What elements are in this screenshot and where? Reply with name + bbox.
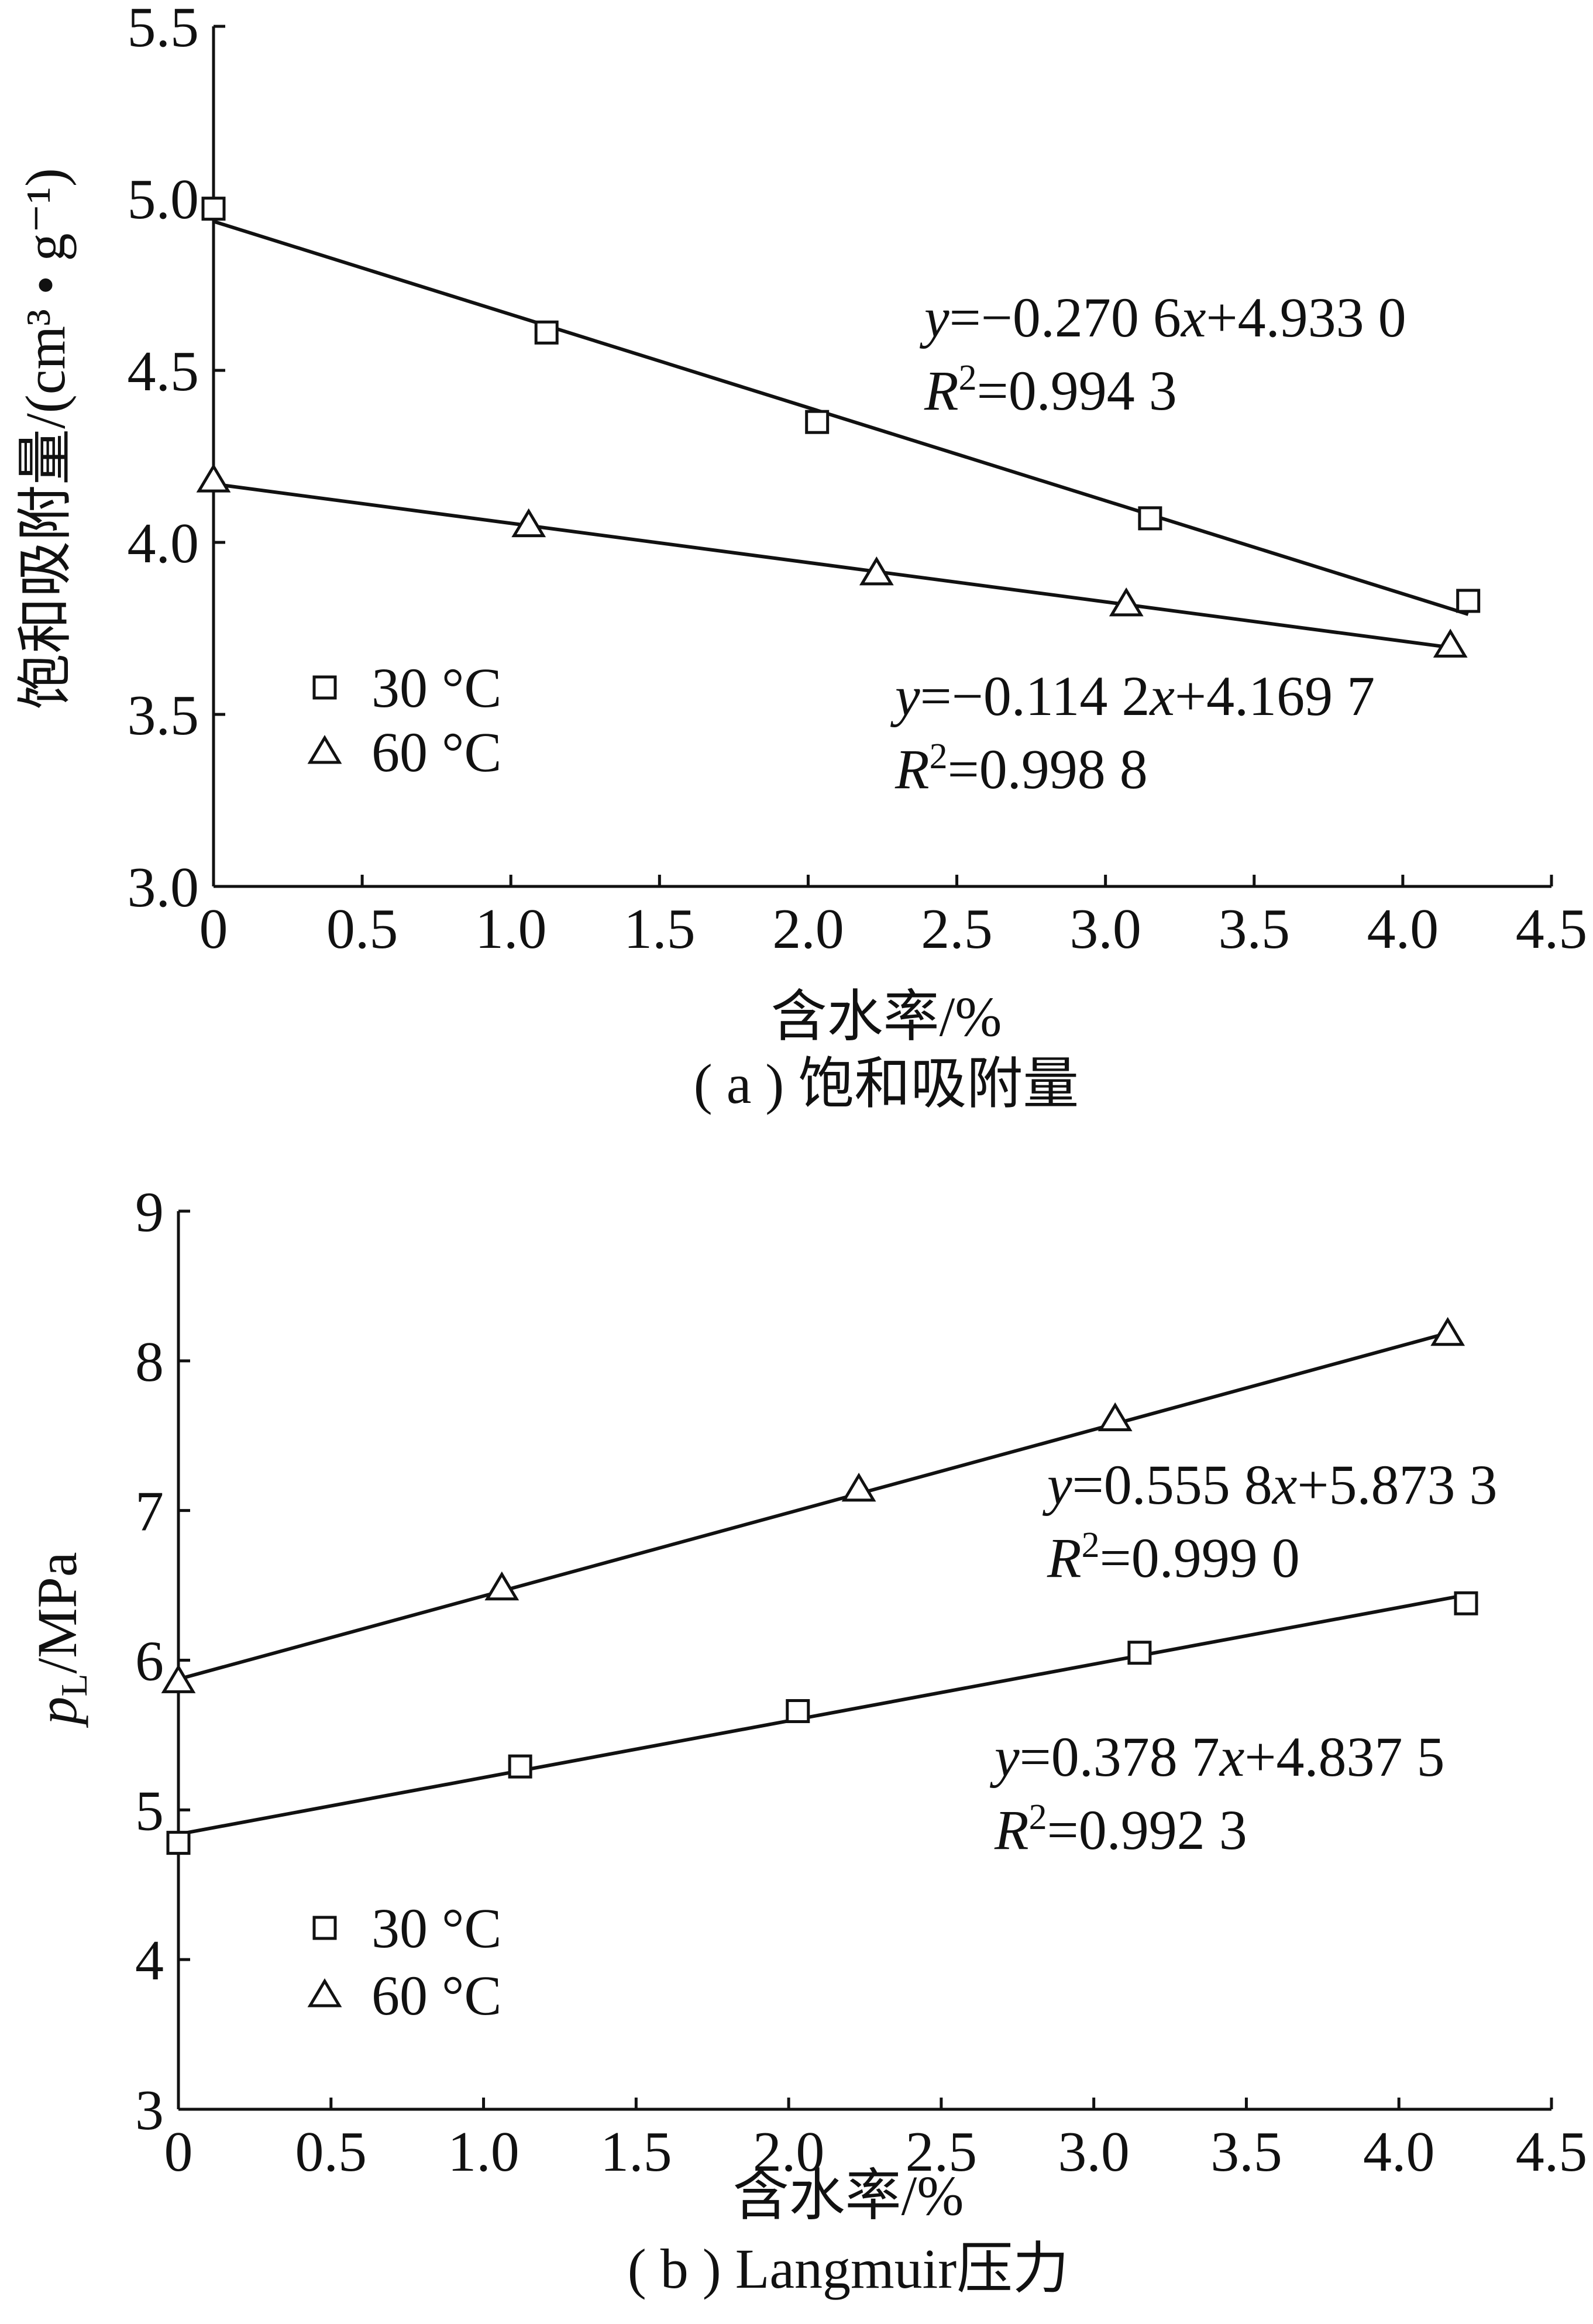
panel-b-fit-lines xyxy=(178,1331,1467,1836)
panel-a-ticks: 0 0.5 1.0 1.5 2.0 2.5 3.0 3.5 4.0 4.5 3.0 3.5 4.0 4.5… xyxy=(128,0,1588,961)
panel-a-y-tick-label: 5.5 xyxy=(128,0,199,59)
panel-b-point-series-1 xyxy=(1454,1591,1478,1615)
panel-a-fit-lines xyxy=(213,219,1469,649)
panel-b-fit-line-series-2 xyxy=(178,1331,1449,1681)
panel-b-ticks: 0 0.5 1.0 1.5 2.0 2.5 3.0 3.5 4.0 4.5 3 4 5 6 7 8 9 xyxy=(135,1181,1587,2184)
panel-b-x-tick-label: 2.0 xyxy=(753,2120,825,2184)
panel-a-x-tick-label: 4.0 xyxy=(1367,898,1439,961)
panel-a-point-series-1 xyxy=(534,320,559,345)
panel-b-langmuir-pressure: 0 0.5 1.0 1.5 2.0 2.5 3.0 3.5 4.0 4.5 3 4 5 6 7 8 9 30 °… xyxy=(26,1181,1587,2300)
panel-a-y-tick-label: 4.0 xyxy=(128,512,199,575)
panel-a-r2-series-1: R2=0.994 3 xyxy=(924,358,1177,422)
panel-b-x-tick-label: 1.0 xyxy=(448,2120,519,2184)
panel-b-equation-series-1: y=0.378 7x+4.837 5 xyxy=(989,1725,1445,1788)
panel-a-x-tick-label: 3.5 xyxy=(1219,898,1291,961)
panel-a-x-axis-title: 含水率/% xyxy=(771,985,1002,1048)
panel-b-y-axis-title: pL/MPa xyxy=(26,1552,95,1728)
panel-b-point-series-2 xyxy=(161,1664,196,1693)
panel-a-point-series-1 xyxy=(201,197,226,221)
panel-a-x-tick-label: 0.5 xyxy=(326,898,398,961)
panel-a-y-axis-title: 饱和吸附量/(cm³ • g⁻¹) xyxy=(14,168,77,710)
panel-a-equations: y=−0.270 6x+4.933 0 R2=0.994 3 y=−0.114 2x… xyxy=(890,286,1406,800)
panel-a-legend: 30 °C60 °C xyxy=(307,656,501,783)
panel-a-point-series-2 xyxy=(196,463,231,493)
panel-a-y-tick-label: 4.5 xyxy=(128,340,199,403)
panel-b-x-tick-label: 3.0 xyxy=(1058,2120,1130,2184)
panel-a-equation-series-1: y=−0.270 6x+4.933 0 xyxy=(919,286,1406,349)
panel-b-point-series-1 xyxy=(786,1699,810,1723)
panel-b-y-tick-label: 3 xyxy=(135,2079,164,2142)
panel-b-r2-series-2: R2=0.999 0 xyxy=(1047,1525,1300,1589)
panel-b-r2-series-1: R2=0.992 3 xyxy=(994,1797,1247,1861)
panel-b-legend-label-2: 60 °C xyxy=(371,1964,501,2027)
panel-a-point-series-2 xyxy=(859,556,894,586)
panel-a-equation-series-2: y=−0.114 2x+4.169 7 xyxy=(890,665,1375,727)
panel-b-point-series-1 xyxy=(1127,1641,1152,1665)
panel-a-fit-line-series-2 xyxy=(213,482,1451,649)
panel-a-caption: ( a ) 饱和吸附量 xyxy=(694,1053,1079,1115)
panel-a-point-series-2 xyxy=(511,508,546,538)
panel-a-x-tick-label: 2.5 xyxy=(921,898,993,961)
panel-b-point-series-1 xyxy=(508,1754,532,1779)
panel-b-caption: ( b ) Langmuir压力 xyxy=(628,2237,1069,2300)
panel-b-markers xyxy=(161,1316,1478,1855)
panel-b-y-tick-label: 8 xyxy=(135,1331,164,1394)
panel-b-legend-marker-1 xyxy=(312,1916,337,1940)
panel-b-x-tick-label: 0.5 xyxy=(295,2120,367,2184)
panel-a-y-tick-label: 3.0 xyxy=(128,856,199,919)
panel-b-point-series-2 xyxy=(1430,1316,1465,1346)
panel-a-x-tick-label: 1.5 xyxy=(624,898,696,961)
panel-b-legend-marker-2 xyxy=(307,1978,342,2007)
panel-a-point-series-2 xyxy=(1433,628,1468,658)
panel-b-y-tick-label: 7 xyxy=(135,1480,164,1543)
panel-a-point-series-1 xyxy=(1138,506,1162,531)
panel-a-saturated-adsorption: 0 0.5 1.0 1.5 2.0 2.5 3.0 3.5 4.0 4.5 3.0 3.5 4.0 4.5… xyxy=(14,0,1587,1115)
panel-a-fit-line-series-1 xyxy=(213,219,1469,616)
panel-b-equations: y=0.555 8x+5.873 3 R2=0.999 0 y=0.378 7x+4… xyxy=(989,1453,1498,1861)
panel-b-x-tick-label: 4.5 xyxy=(1516,2120,1588,2184)
panel-a-x-tick-label: 1.0 xyxy=(475,898,547,961)
panel-b-x-tick-label: 0 xyxy=(164,2120,193,2184)
panel-b-point-series-2 xyxy=(1097,1402,1133,1432)
panel-a-legend-marker-2 xyxy=(307,735,342,764)
panel-b-legend: 30 °C60 °C xyxy=(307,1897,501,2027)
panel-b-y-tick-label: 9 xyxy=(135,1181,164,1244)
panel-a-point-series-1 xyxy=(1456,589,1481,613)
panel-a-markers xyxy=(196,197,1481,658)
panel-b-x-tick-label: 3.5 xyxy=(1210,2120,1282,2184)
panel-a-x-tick-label: 3.0 xyxy=(1069,898,1141,961)
panel-b-point-series-2 xyxy=(841,1472,876,1502)
panel-b-x-tick-label: 4.0 xyxy=(1363,2120,1435,2184)
panel-b-legend-label-1: 30 °C xyxy=(371,1897,501,1959)
panel-a-point-series-1 xyxy=(805,410,830,434)
panel-b-y-tick-label: 6 xyxy=(135,1630,164,1693)
panel-b-y-tick-label: 4 xyxy=(135,1929,164,1992)
panel-b-equation-series-2: y=0.555 8x+5.873 3 xyxy=(1042,1453,1498,1516)
panel-b-fit-line-series-1 xyxy=(178,1593,1467,1836)
panel-b-x-tick-label: 1.5 xyxy=(600,2120,672,2184)
panel-a-r2-series-2: R2=0.998 8 xyxy=(894,737,1148,800)
panel-a-legend-marker-1 xyxy=(312,675,337,700)
panel-a-legend-label-2: 60 °C xyxy=(371,721,501,783)
panel-a-y-tick-label: 5.0 xyxy=(128,168,199,231)
panel-b-y-tick-label: 5 xyxy=(135,1779,164,1842)
panel-a-x-tick-label: 2.0 xyxy=(772,898,844,961)
panel-b-x-tick-label: 2.5 xyxy=(906,2120,978,2184)
panel-a-axes xyxy=(212,26,1551,888)
panel-a-x-tick-label: 0 xyxy=(199,898,228,961)
panel-a-legend-label-1: 30 °C xyxy=(371,656,501,719)
panel-b-x-axis-title: 含水率/% xyxy=(733,2164,964,2227)
panel-b-point-series-1 xyxy=(166,1831,191,1855)
panel-a-point-series-2 xyxy=(1109,587,1144,617)
panel-a-y-tick-label: 3.5 xyxy=(128,684,199,747)
panel-a-x-tick-label: 4.5 xyxy=(1516,898,1588,961)
panel-b-point-series-2 xyxy=(484,1571,519,1601)
